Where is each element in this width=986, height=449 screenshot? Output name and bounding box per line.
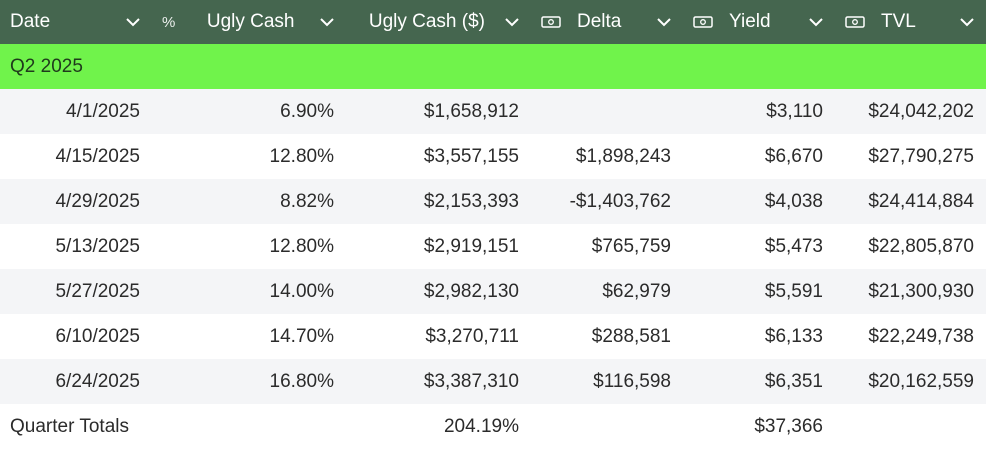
- tvl-cell[interactable]: $27,790,275: [868, 145, 974, 167]
- totals-row: Quarter Totals 204.19% $37,366: [0, 404, 986, 449]
- column-header-delta[interactable]: Delta: [531, 0, 683, 44]
- yield-cell[interactable]: $6,133: [764, 325, 823, 347]
- cash-icon: [693, 16, 713, 28]
- ugly-cash-dollars-cell[interactable]: $3,557,155: [423, 145, 519, 167]
- ugly-cash-percent-cell[interactable]: 6.90%: [280, 100, 334, 122]
- delta-cell[interactable]: $765,759: [591, 235, 671, 257]
- column-header-tvl[interactable]: TVL: [835, 0, 986, 44]
- column-header-ugly-cash-dollars[interactable]: Ugly Cash ($): [346, 0, 531, 44]
- table-row[interactable]: 5/27/2025 14.00% $2,982,130 $62,979 $5,591 $2…: [0, 269, 986, 314]
- ugly-cash-percent-cell[interactable]: 14.00%: [269, 280, 334, 302]
- delta-cell[interactable]: $288,581: [591, 325, 671, 347]
- delta-cell[interactable]: $62,979: [602, 280, 671, 302]
- table-row[interactable]: 6/10/2025 14.70% $3,270,711 $288,581 $6,133 $…: [0, 314, 986, 359]
- chevron-down-icon[interactable]: [124, 16, 142, 28]
- ugly-cash-dollars-cell[interactable]: $2,153,393: [423, 190, 519, 212]
- yield-cell[interactable]: $5,591: [764, 280, 823, 302]
- table-header: Date % Ugly Cash Ugly Cash ($) Delta Yie…: [0, 0, 986, 44]
- totals-yield: $37,366: [754, 415, 823, 437]
- totals-label: Quarter Totals: [10, 415, 129, 437]
- group-label: Q2 2025: [10, 55, 83, 77]
- chevron-down-icon[interactable]: [958, 16, 976, 28]
- chevron-down-icon[interactable]: [318, 16, 336, 28]
- ugly-cash-dollars-cell[interactable]: $2,919,151: [423, 235, 519, 257]
- cash-icon: [845, 16, 865, 28]
- column-header-label: Ugly Cash: [206, 11, 295, 32]
- date-cell[interactable]: 5/27/2025: [55, 280, 140, 302]
- ugly-cash-dollars-cell[interactable]: $2,982,130: [423, 280, 519, 302]
- ugly-cash-percent-cell[interactable]: 12.80%: [269, 235, 334, 257]
- yield-cell[interactable]: $5,473: [764, 235, 823, 257]
- yield-cell[interactable]: $6,670: [764, 145, 823, 167]
- date-cell[interactable]: 4/29/2025: [55, 190, 140, 212]
- chevron-down-icon[interactable]: [655, 16, 673, 28]
- tvl-cell[interactable]: $24,042,202: [868, 100, 974, 122]
- column-header-label: Yield: [729, 11, 771, 32]
- ugly-cash-percent-cell[interactable]: 14.70%: [269, 325, 334, 347]
- date-cell[interactable]: 4/1/2025: [66, 100, 140, 122]
- column-header-yield[interactable]: Yield: [683, 0, 835, 44]
- tvl-cell[interactable]: $22,249,738: [868, 325, 974, 347]
- totals-ugly-cash: 204.19%: [443, 415, 519, 437]
- column-header-ugly-cash[interactable]: % Ugly Cash: [152, 0, 346, 44]
- column-header-label: Date: [10, 11, 51, 32]
- tvl-cell[interactable]: $24,414,884: [868, 190, 974, 212]
- date-cell[interactable]: 4/15/2025: [55, 145, 140, 167]
- table-row[interactable]: 5/13/2025 12.80% $2,919,151 $765,759 $5,473 $…: [0, 224, 986, 269]
- yield-cell[interactable]: $3,110: [766, 100, 823, 122]
- tvl-cell[interactable]: $21,300,930: [868, 280, 974, 302]
- delta-cell[interactable]: $1,898,243: [575, 145, 671, 167]
- table-row[interactable]: 4/1/2025 6.90% $1,658,912 $3,110 $24,042,202: [0, 89, 986, 134]
- table-body: 4/1/2025 6.90% $1,658,912 $3,110 $24,042,202…: [0, 89, 986, 404]
- ugly-cash-percent-cell[interactable]: 16.80%: [269, 370, 334, 392]
- ugly-cash-dollars-cell[interactable]: $3,270,711: [425, 325, 519, 347]
- tvl-cell[interactable]: $22,805,870: [868, 235, 974, 257]
- ugly-cash-dollars-cell[interactable]: $3,387,310: [423, 370, 519, 392]
- ugly-cash-percent-cell[interactable]: 8.82%: [280, 190, 334, 212]
- column-header-date[interactable]: Date: [0, 0, 152, 44]
- chevron-down-icon[interactable]: [503, 16, 521, 28]
- tvl-cell[interactable]: $20,162,559: [868, 370, 974, 392]
- ugly-cash-dollars-cell[interactable]: $1,658,912: [423, 100, 519, 122]
- cash-icon: [541, 16, 561, 28]
- ugly-cash-percent-cell[interactable]: 12.80%: [269, 145, 334, 167]
- yield-cell[interactable]: $6,351: [764, 370, 823, 392]
- date-cell[interactable]: 5/13/2025: [55, 235, 140, 257]
- table-row[interactable]: 4/29/2025 8.82% $2,153,393 -$1,403,762 $4,03…: [0, 179, 986, 224]
- yield-cell[interactable]: $4,038: [764, 190, 823, 212]
- column-header-label: TVL: [881, 11, 916, 32]
- percent-format-icon: %: [162, 13, 176, 31]
- date-cell[interactable]: 6/10/2025: [55, 325, 140, 347]
- table-row[interactable]: 6/24/2025 16.80% $3,387,310 $116,598 $6,351 $…: [0, 359, 986, 404]
- table-row[interactable]: 4/15/2025 12.80% $3,557,155 $1,898,243 $6,67…: [0, 134, 986, 179]
- column-header-label: Ugly Cash ($): [368, 11, 485, 32]
- column-header-label: Delta: [577, 11, 622, 32]
- delta-cell[interactable]: -$1,403,762: [569, 190, 671, 212]
- delta-cell[interactable]: $116,598: [593, 370, 671, 392]
- chevron-down-icon[interactable]: [807, 16, 825, 28]
- group-row[interactable]: Q2 2025: [0, 44, 986, 89]
- date-cell[interactable]: 6/24/2025: [55, 370, 140, 392]
